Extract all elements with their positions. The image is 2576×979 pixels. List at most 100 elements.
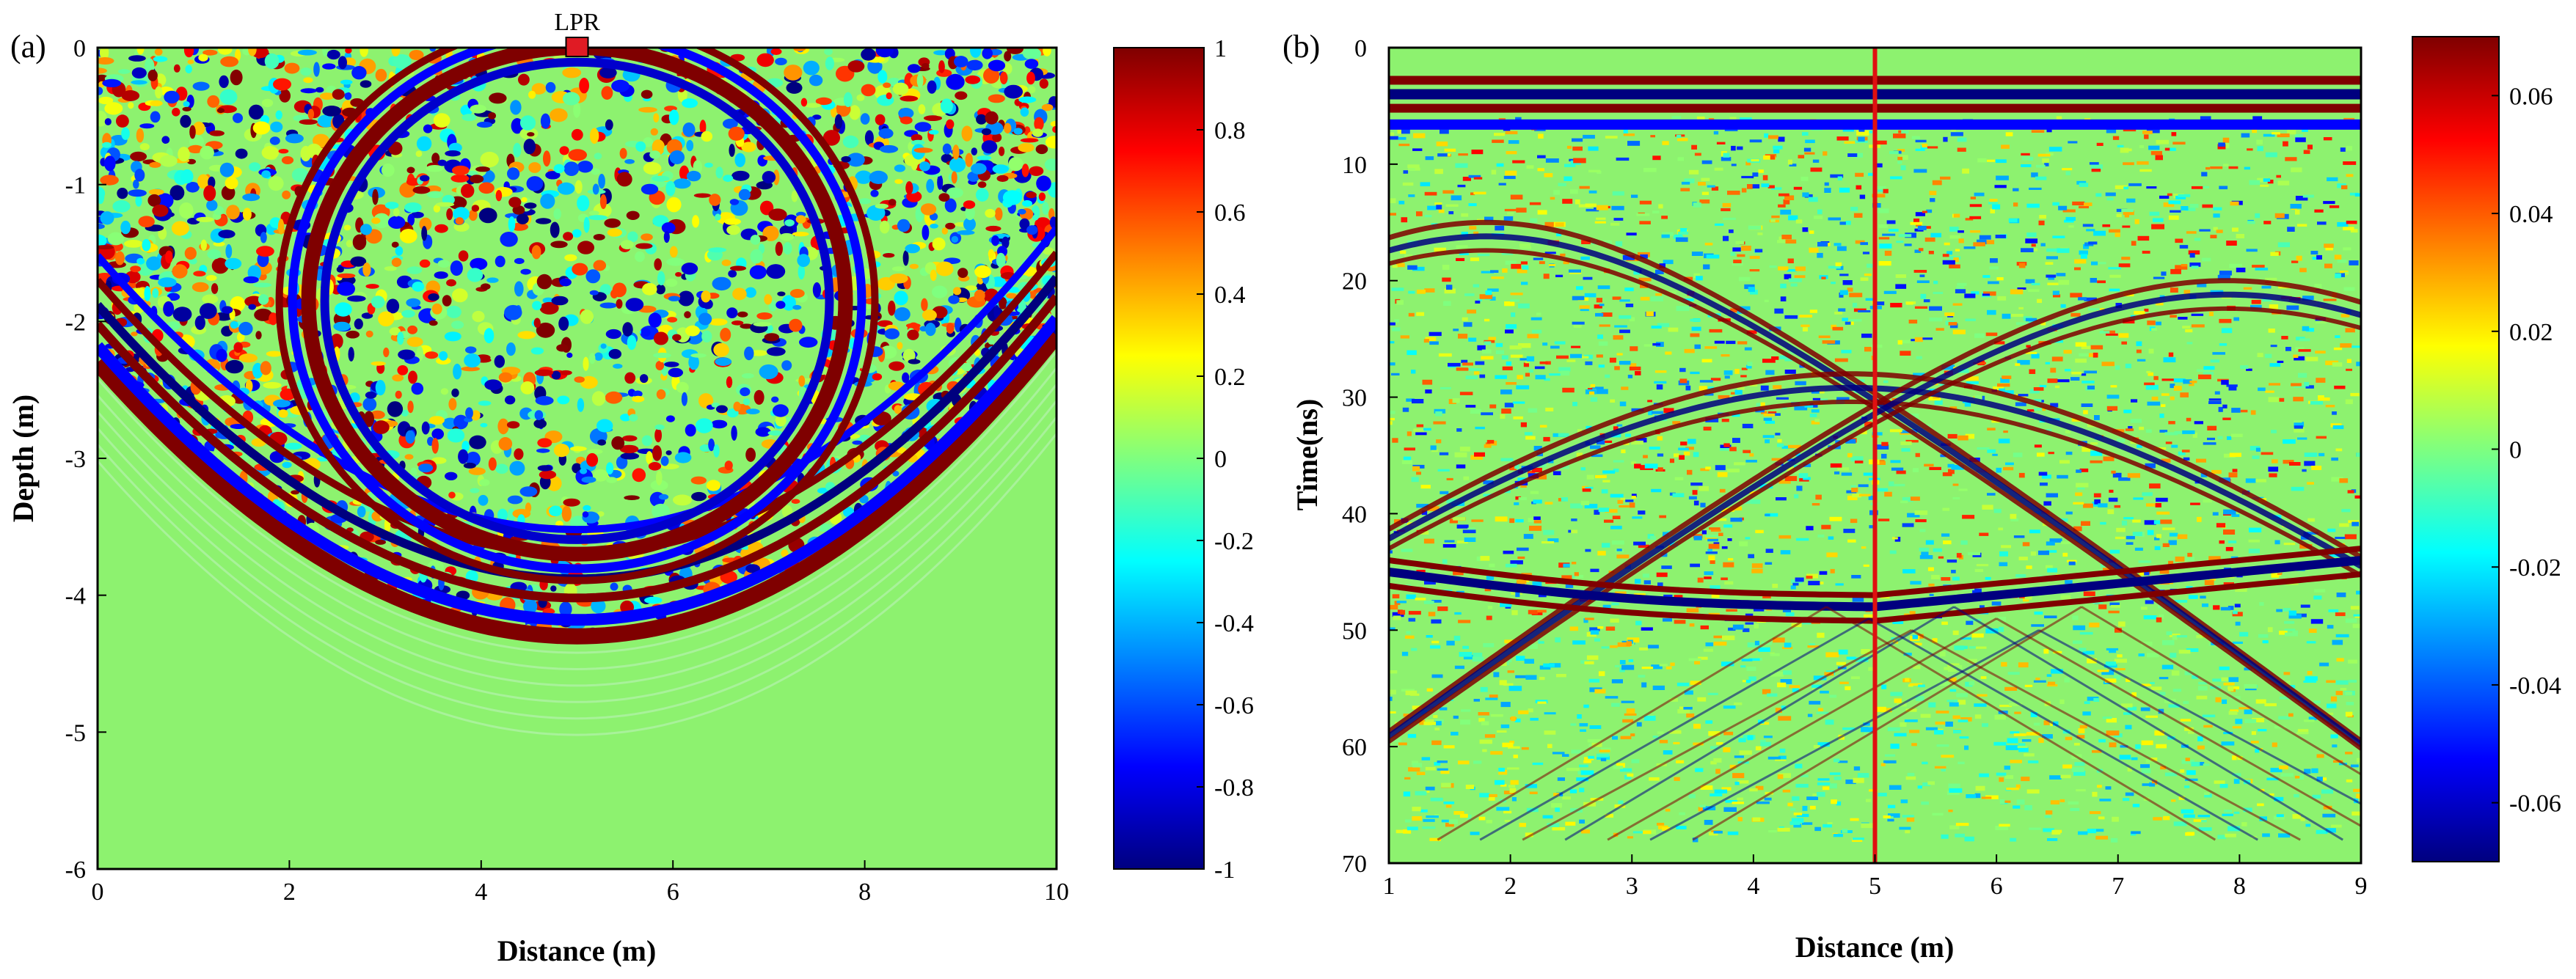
field-blob-a [365,391,377,399]
field-blob-a [361,312,373,319]
speckle-b [1537,210,1547,215]
speckle-b [1461,232,1468,237]
speckle-b [2154,546,2161,551]
field-blob-a [104,118,112,125]
ellipse-reflector-band-2 [320,57,834,544]
speckle-b [1519,358,1530,361]
speckle-b [1912,468,1919,472]
field-blob-a [395,246,404,256]
speckle-b [1900,500,1908,504]
speckle-b [1518,496,1527,500]
speckle-b [1947,463,1955,468]
speckle-b [1619,329,1630,334]
speckle-b [1740,117,1752,120]
field-blob-a [476,121,493,128]
field-blob-a [730,265,746,271]
speckle-b [1920,293,1927,299]
speckle-b [1534,128,1546,131]
speckle-b [2186,417,2192,422]
speckle-b [2304,461,2316,466]
field-blob-a [712,276,731,291]
field-blob-a [467,268,484,282]
field-blob-a [470,257,488,271]
speckle-b [1500,724,1510,728]
speckle-b [1957,147,1966,152]
speckle-b [1994,185,2007,188]
speckle-b [1511,797,1517,802]
speckle-b [1558,367,1571,372]
speckle-b [2271,573,2280,578]
speckle-b [1794,494,1799,499]
speckle-b [1657,323,1670,327]
speckle-b [1539,677,1545,681]
field-blob-a [620,414,632,422]
field-blob-a [588,215,607,221]
speckle-b [1663,532,1669,537]
speckle-b [1795,783,1809,788]
speckle-b [2118,333,2129,338]
field-blob-a [606,462,614,474]
speckle-b [2344,534,2357,540]
speckle-b [1949,227,1959,232]
speckle-b [1524,659,1534,664]
field-blob-a [225,359,244,374]
speckle-b [1809,414,1817,417]
field-blob-a [657,271,665,286]
speckle-b [2062,168,2073,171]
field-blob-a [169,185,185,201]
field-blob-a [946,119,955,129]
speckle-b [1498,183,1506,186]
speckle-b [1544,221,1556,227]
speckle-b [1439,707,1448,711]
speckle-b [1481,721,1489,726]
field-blob-a [322,106,342,117]
field-blob-a [897,342,903,350]
speckle-b [1560,253,1566,257]
speckle-b [2145,759,2151,763]
speckle-b [1416,312,1425,316]
speckle-b [1817,778,1830,781]
speckle-b [1704,576,1712,579]
speckle-b [1473,699,1480,702]
field-blob-a [179,202,194,219]
speckle-b [2170,287,2178,293]
speckle-b [2217,835,2226,840]
field-blob-a [346,330,360,339]
speckle-b [1448,362,1461,367]
speckle-b [1777,443,1784,447]
speckle-b [1598,341,1608,346]
speckle-b [1495,350,1505,354]
speckle-b [1699,804,1706,808]
speckle-b [1477,345,1486,351]
speckle-b [2292,630,2299,634]
speckle-b [1642,573,1649,578]
speckle-b [2310,251,2318,254]
speckle-b [1942,472,1952,477]
speckle-b [2018,557,2028,561]
field-blob-a [131,80,147,85]
field-blob-a [406,166,415,174]
speckle-b [1494,133,1505,136]
speckle-b [1389,670,1398,674]
speckle-b [1808,581,1820,586]
speckle-b [1941,755,1955,758]
field-blob-a [534,369,554,376]
speckle-b [2257,177,2269,183]
field-blob-a [1045,136,1057,149]
speckle-b [2335,537,2346,539]
speckle-b [2304,452,2318,457]
speckle-b [2147,401,2161,406]
field-blob-a [723,118,738,129]
speckle-b [1836,246,1847,252]
speckle-b [1445,804,1452,808]
speckle-b [1463,322,1473,327]
speckle-b [1389,341,1395,344]
speckle-b [1996,617,2007,622]
field-blob-a [902,250,909,266]
speckle-b [1692,490,1698,495]
speckle-b [2290,204,2302,209]
field-blob-a [957,230,975,235]
speckle-b [2060,541,2071,545]
field-blob-a [261,146,280,160]
speckle-b [1597,626,1604,629]
